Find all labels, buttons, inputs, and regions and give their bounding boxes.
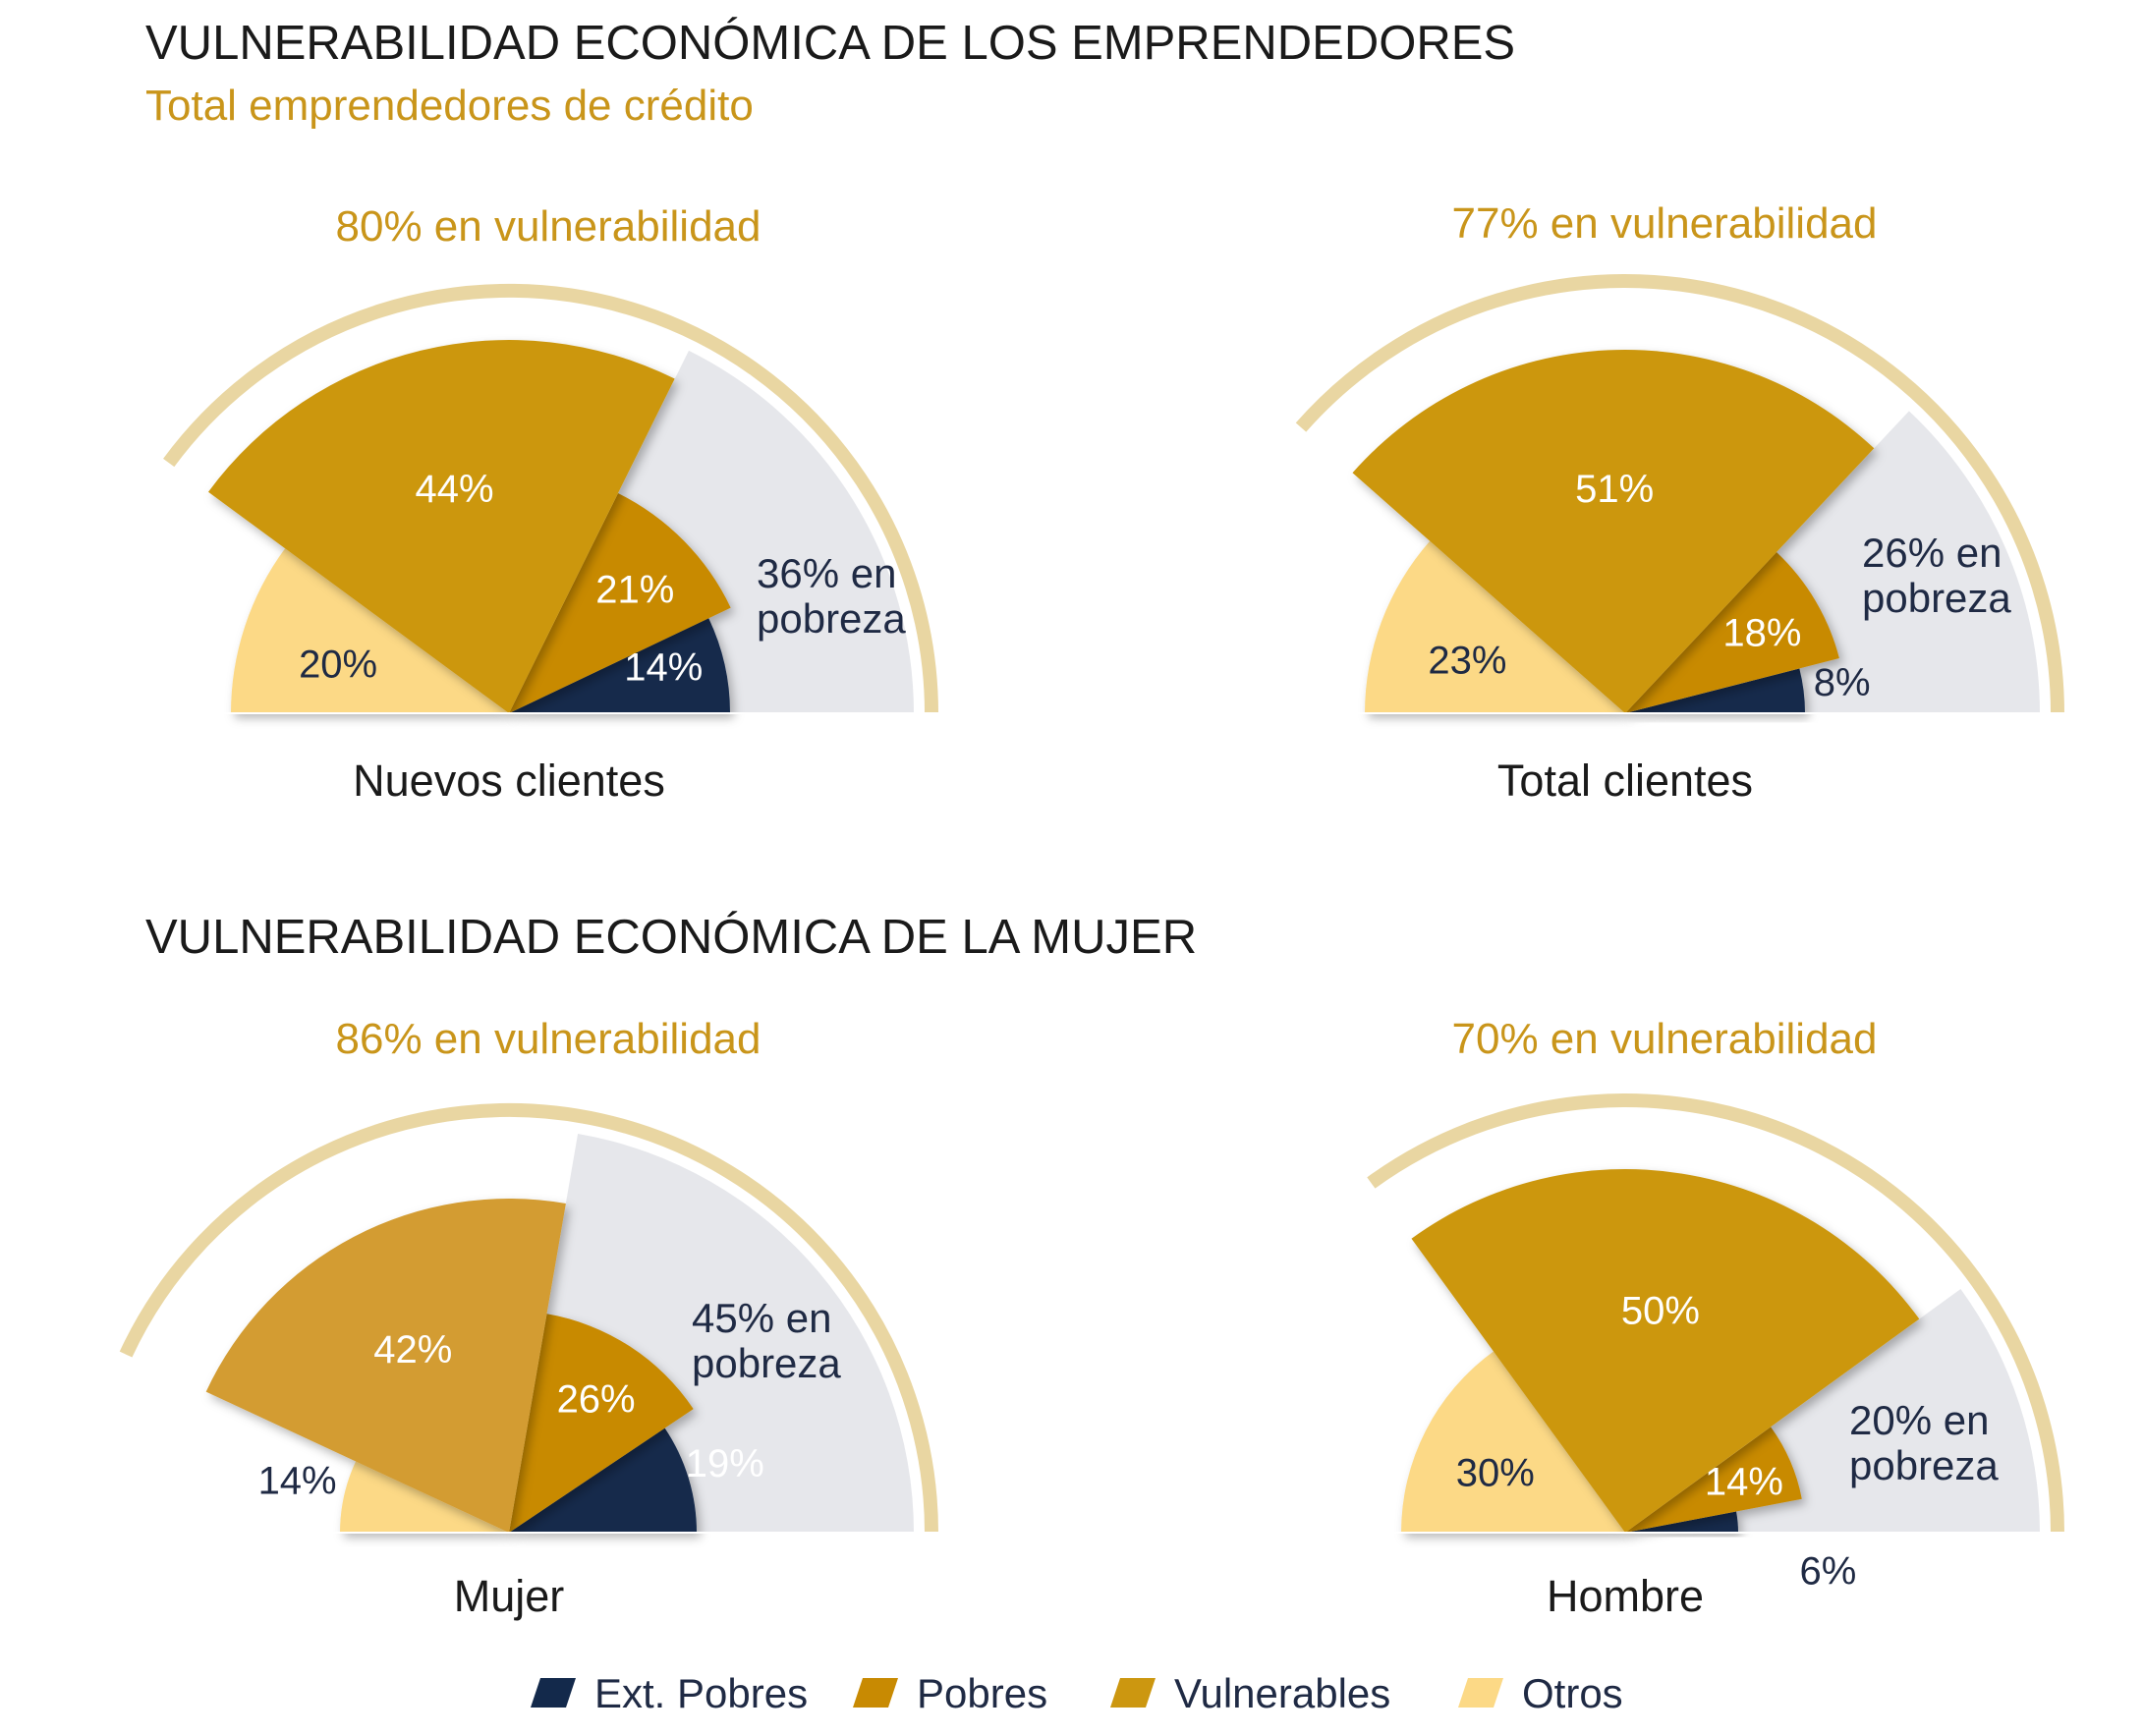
- slice-otros: [1400, 1351, 1625, 1533]
- slice-ext-pobres: [509, 618, 730, 713]
- slice-ext-pobres: [1625, 668, 1806, 713]
- slice-label-vulnerables: 44%: [415, 468, 493, 511]
- slice-vulnerables: [205, 1199, 566, 1533]
- chart-name: Mujer: [454, 1571, 565, 1621]
- section1-title: VULNERABILIDAD ECONÓMICA DE LOS EMPRENDE…: [145, 17, 1515, 70]
- slice-ext-pobres: [509, 1428, 697, 1533]
- legend-swatch-icon: [531, 1678, 576, 1708]
- chart-name: Hombre: [1547, 1571, 1704, 1621]
- chart-header: 77% en vulnerabilidad: [1452, 199, 1878, 248]
- legend-label: Ext. Pobres: [594, 1670, 808, 1716]
- legend-item-ext-pobres: Ext. Pobres: [531, 1670, 808, 1716]
- slice-label-ext-pobres: 14%: [624, 646, 703, 690]
- legend: Ext. Pobres Pobres Vulnerables Otros: [531, 1670, 1623, 1716]
- pobreza-label: 45% en pobreza: [692, 1295, 841, 1386]
- pie-chart-total-clientes: 8% 18% 51% 23% 26% en pobreza 77% en vulnerabi…: [1183, 199, 2067, 806]
- slice-vulnerables: [1411, 1169, 1920, 1533]
- vulnerability-arc: [1367, 1092, 2064, 1534]
- slice-vulnerables: [208, 340, 675, 713]
- slice-label-otros: 14%: [258, 1459, 337, 1502]
- slice-pobres: [509, 1314, 694, 1533]
- slice-label-vulnerables: 42%: [373, 1328, 452, 1372]
- slice-otros: [231, 548, 509, 713]
- pie-chart-nuevos-clientes: 14% 21% 44% 20% 36% en pobreza 80% en vulnerab…: [77, 202, 941, 806]
- chart-header: 70% en vulnerabilidad: [1452, 1015, 1878, 1063]
- vulnerability-arc: [163, 283, 938, 714]
- vulnerability-arc: [119, 1102, 938, 1534]
- slice-pobres: [1625, 552, 1839, 713]
- slice-vulnerables: [1352, 350, 1875, 713]
- pobreza-label: 36% en pobreza: [757, 550, 906, 642]
- legend-swatch-icon: [853, 1678, 898, 1708]
- chart-name: Nuevos clientes: [353, 756, 665, 806]
- legend-label: Pobres: [917, 1670, 1047, 1716]
- legend-item-vulnerables: Vulnerables: [1110, 1670, 1390, 1716]
- pie-chart-hombre: 6% 14% 50% 30% 20% en pobreza 70% en vulnerabi…: [1183, 1015, 2067, 1621]
- slice-otros: [1365, 540, 1625, 713]
- chart-header: 80% en vulnerabilidad: [336, 202, 761, 251]
- slice-label-ext-pobres: 8%: [1814, 661, 1871, 704]
- slice-pobres: [509, 493, 731, 713]
- slice-label-otros: 30%: [1456, 1451, 1535, 1494]
- pie-chart-mujer: 19% 26% 42% 14% 45% en pobreza 86% en vulnerab…: [77, 1015, 941, 1621]
- legend-label: Vulnerables: [1174, 1670, 1390, 1716]
- legend-item-otros: Otros: [1458, 1670, 1623, 1716]
- slice-label-vulnerables: 51%: [1575, 468, 1654, 511]
- slice-label-vulnerables: 50%: [1621, 1289, 1700, 1332]
- legend-item-pobres: Pobres: [853, 1670, 1047, 1716]
- pobreza-label: 26% en pobreza: [1862, 530, 2011, 621]
- slice-label-otros: 23%: [1428, 640, 1506, 683]
- legend-swatch-icon: [1110, 1678, 1156, 1708]
- legend-swatch-icon: [1458, 1678, 1503, 1708]
- charts-area: 14% 21% 44% 20% 36% en pobreza 80% en vulnerab…: [77, 199, 2067, 1621]
- slice-label-pobres: 21%: [595, 569, 674, 612]
- legend-label: Otros: [1522, 1670, 1623, 1716]
- slice-ext-pobres: [1625, 1511, 1738, 1533]
- section1-subtitle: Total emprendedores de crédito: [145, 82, 754, 130]
- slice-label-pobres: 18%: [1722, 612, 1801, 655]
- section2-title: VULNERABILIDAD ECONÓMICA DE LA MUJER: [145, 911, 1197, 964]
- slice-label-pobres: 26%: [557, 1378, 636, 1422]
- slice-label-pobres: 14%: [1705, 1461, 1783, 1504]
- chart-name: Total clientes: [1497, 756, 1753, 806]
- vulnerability-arc: [1295, 274, 2064, 714]
- pobreza-label: 20% en pobreza: [1849, 1397, 1999, 1488]
- slice-label-otros: 20%: [299, 644, 377, 687]
- slice-label-ext-pobres: 6%: [1799, 1550, 1856, 1594]
- slice-otros: [340, 1461, 509, 1533]
- chart-header: 86% en vulnerabilidad: [336, 1015, 761, 1063]
- slice-label-ext-pobres: 19%: [686, 1442, 764, 1485]
- slice-pobres: [1625, 1427, 1802, 1533]
